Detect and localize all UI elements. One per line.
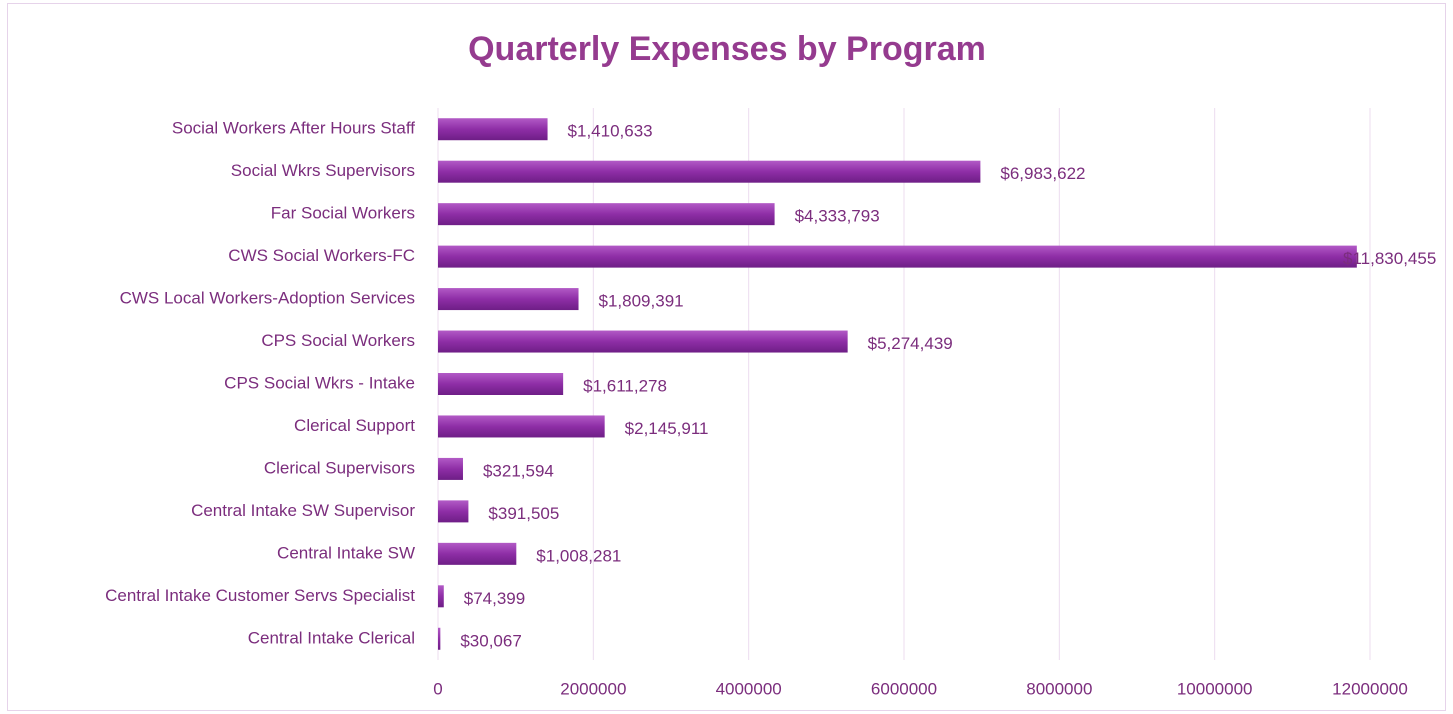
x-tick-label: 12000000 [1332,679,1408,698]
data-label: $11,830,455 [1343,249,1436,268]
y-tick-label: Central Intake SW [277,543,415,562]
bar [438,373,564,395]
chart-title: Quarterly Expenses by Program [468,30,986,68]
x-tick-label: 2000000 [560,679,626,698]
data-label: $5,274,439 [868,334,953,353]
y-tick-label: CWS Local Workers-Adoption Services [120,289,415,308]
y-tick-label: Central Intake SW Supervisor [191,501,415,520]
bar [438,500,469,523]
x-tick-label: 8000000 [1026,679,1092,698]
y-tick-label: CWS Social Workers-FC [228,246,415,265]
data-label: $4,333,793 [795,207,880,226]
y-tick-label: Social Workers After Hours Staff [172,119,415,138]
y-tick-label: Clerical Supervisors [264,458,415,477]
data-label: $1,611,278 [583,376,667,395]
bar [438,160,981,183]
data-label: $321,594 [483,461,554,480]
y-tick-label: Far Social Workers [271,204,415,223]
chart-frame [7,3,1446,711]
data-label: $30,067 [460,631,521,650]
x-tick-label: 10000000 [1177,679,1253,698]
y-tick-label: Central Intake Customer Servs Specialist [105,586,415,605]
bar [438,627,441,650]
bar [438,203,775,226]
data-label: $6,983,622 [1000,164,1085,183]
y-tick-label: CPS Social Workers [261,331,415,350]
x-tick-label: 6000000 [871,679,937,698]
y-tick-label: Central Intake Clerical [248,628,415,647]
bar [438,585,444,608]
data-label: $391,505 [488,504,559,523]
data-label: $74,399 [464,589,525,608]
bar [438,118,548,141]
y-tick-label: Social Wkrs Supervisors [231,161,415,180]
x-tick-label: 4000000 [716,679,782,698]
data-label: $2,145,911 [625,419,709,438]
data-label: $1,410,633 [568,122,653,141]
bar [438,245,1357,268]
bar [438,542,517,565]
y-tick-label: CPS Social Wkrs - Intake [224,373,415,392]
bar [438,457,463,480]
x-tick-label: 0 [433,679,442,698]
bar [438,288,579,311]
data-label: $1,809,391 [599,292,684,311]
data-label: $1,008,281 [536,546,621,565]
y-tick-label: Clerical Support [294,416,415,435]
bar [438,330,848,353]
bar [438,415,605,438]
